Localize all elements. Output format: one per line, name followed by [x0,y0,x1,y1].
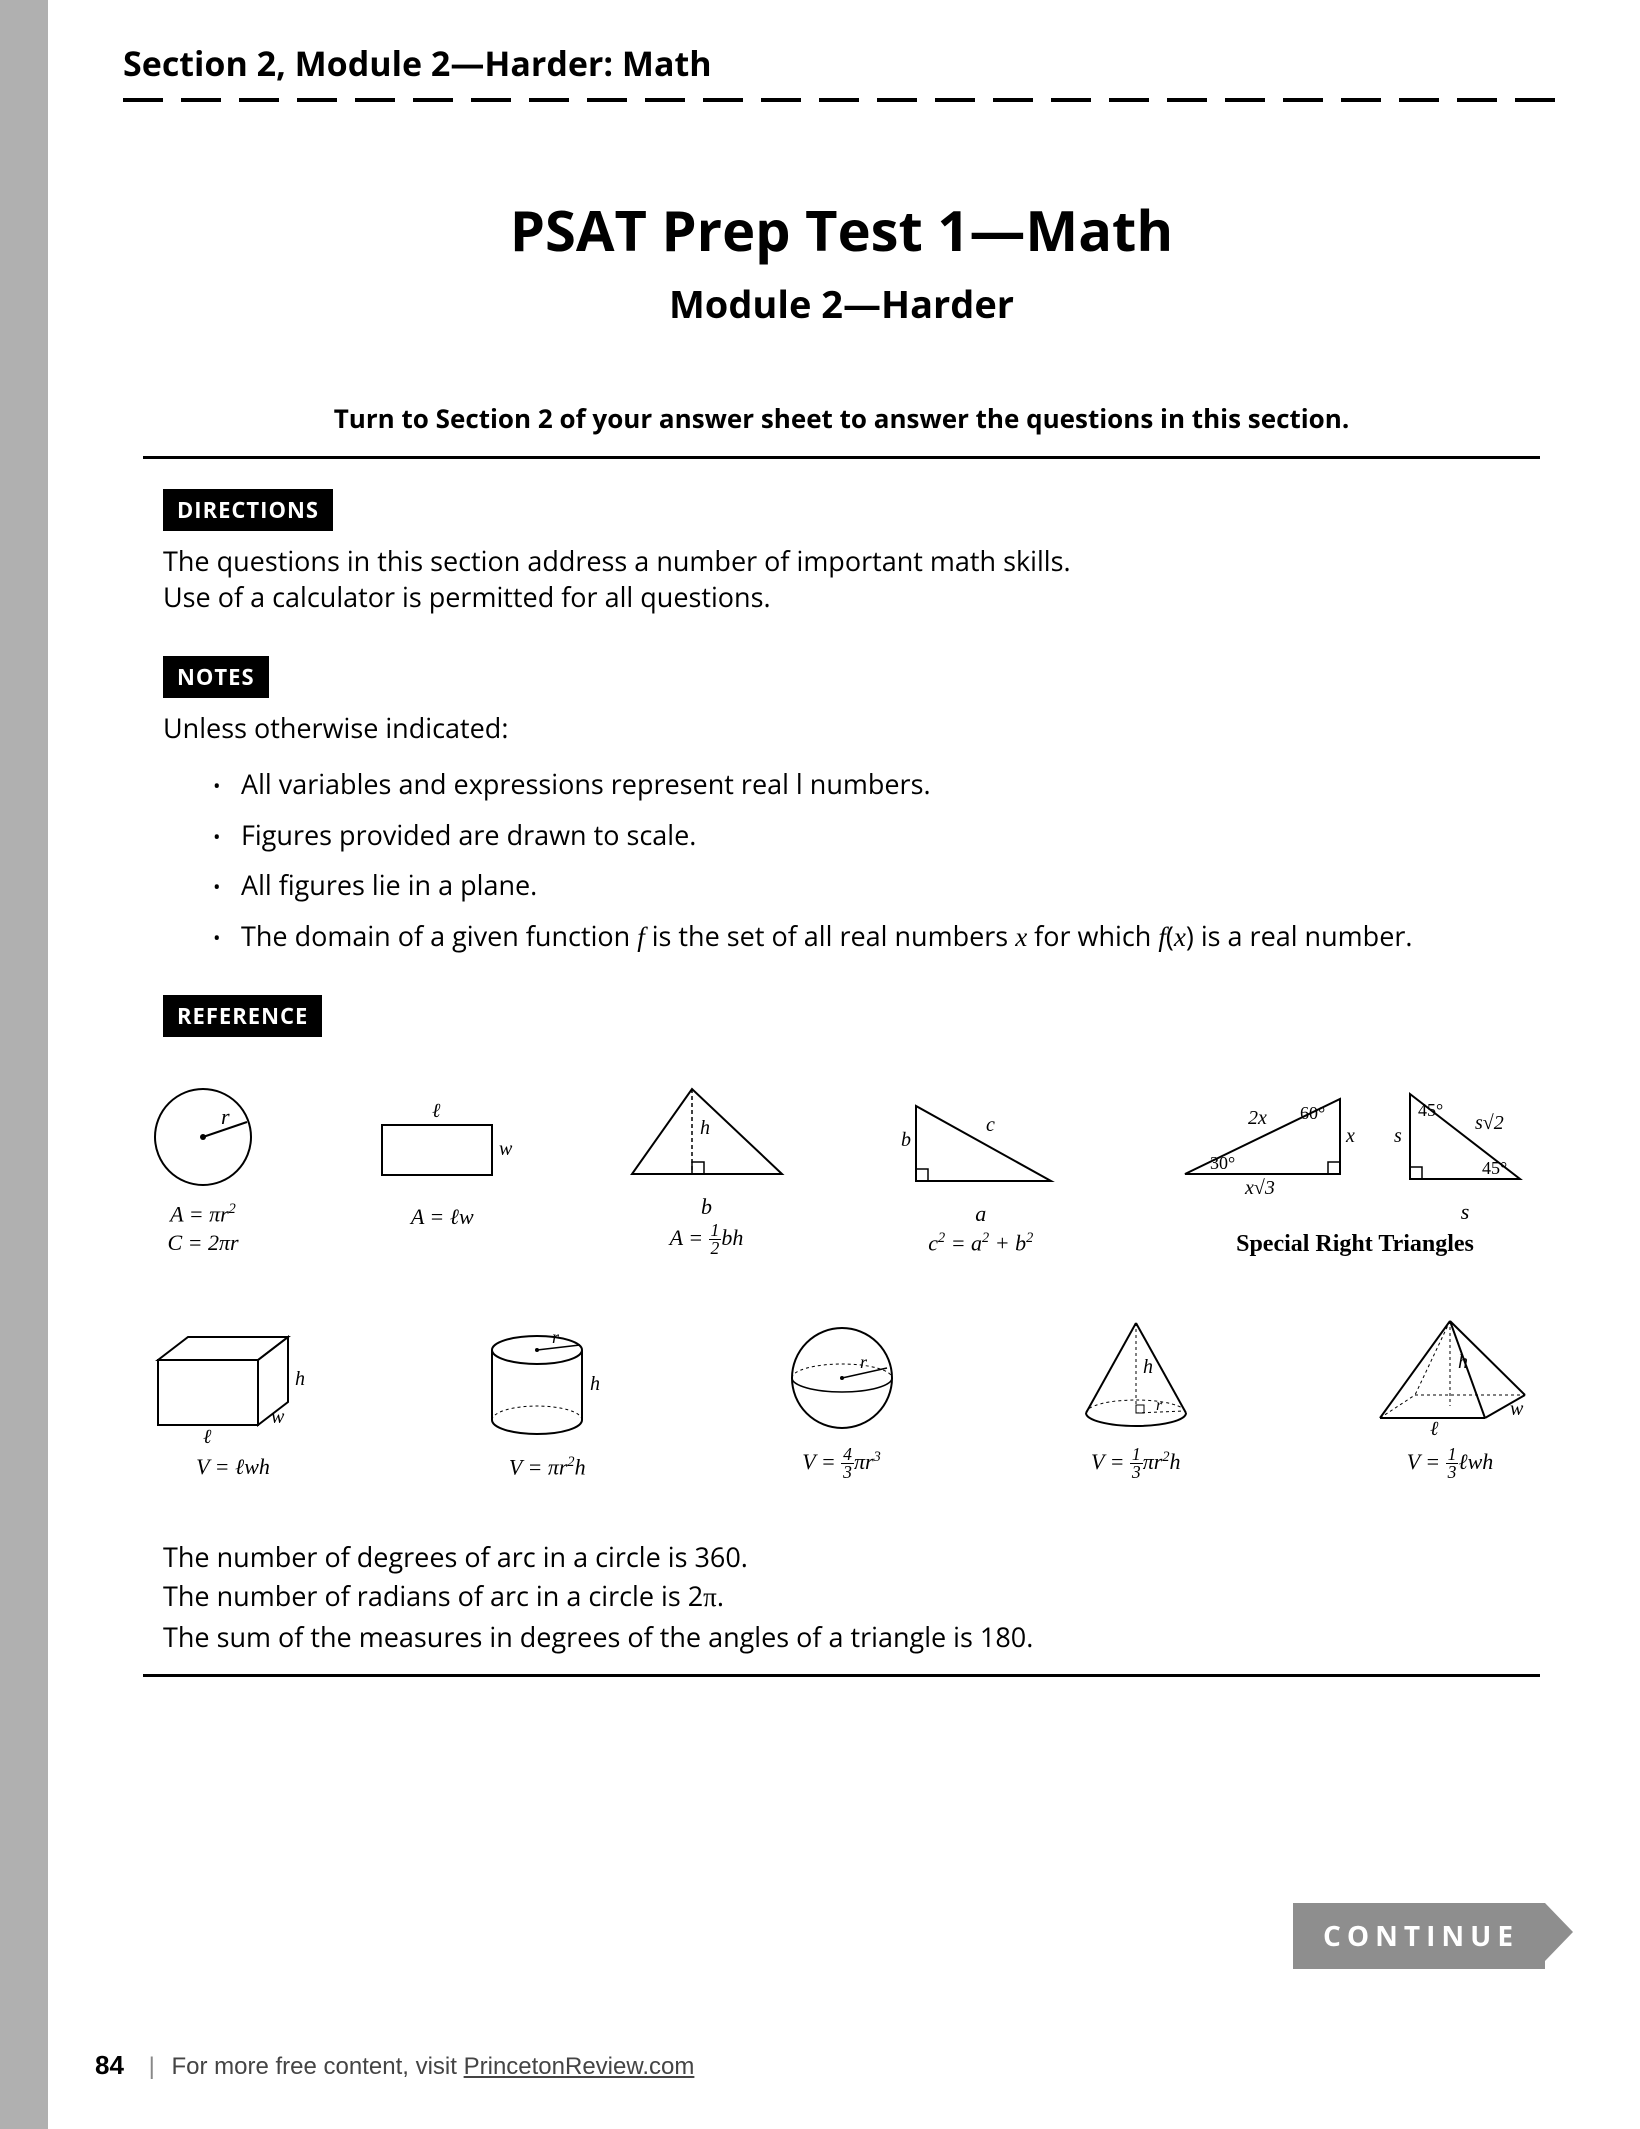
notes-list: All variables and expressions represent … [163,766,1520,955]
triangle-30-60-90: 2x x x√3 30° 60° [1170,1084,1360,1194]
ref-right-triangle: b c a c2 = a2 + b2 [896,1086,1066,1258]
notes-block: NOTES Unless otherwise indicated: All va… [163,656,1520,955]
ref-cone: h r V = 13πr2h [1061,1313,1211,1482]
pyr-volume: V = 13ℓwh [1360,1446,1540,1482]
svg-text:h: h [295,1368,305,1390]
cyl-volume: V = πr2h [472,1453,622,1482]
closing-line-1: The number of degrees of arc in a circle… [163,1537,1520,1576]
instruction-text: Turn to Section 2 of your answer sheet t… [123,400,1560,436]
svg-text:x√3: x√3 [1244,1177,1275,1194]
right-a-label: a [896,1200,1066,1229]
svg-text:45°: 45° [1418,1100,1443,1120]
ref-circle: r A = πr2 C = 2πr [143,1082,263,1258]
svg-text:h: h [1143,1356,1153,1378]
page-subtitle: Module 2—Harder [123,278,1560,330]
svg-text:h: h [1458,1351,1468,1373]
closing-facts: The number of degrees of arc in a circle… [163,1537,1520,1656]
notes-intro: Unless otherwise indicated: [163,710,1520,746]
rule-bottom [143,1674,1540,1677]
svg-text:ℓ: ℓ [203,1426,212,1445]
ref-cylinder: r h V = πr2h [472,1325,622,1482]
sphere-volume: V = 43πr3 [772,1446,912,1482]
svg-text:x: x [1345,1125,1355,1147]
directions-label: DIRECTIONS [163,489,333,531]
svg-text:60°: 60° [1300,1103,1325,1123]
svg-text:c: c [986,1114,995,1136]
svg-text:w: w [499,1138,513,1160]
notes-item: Figures provided are drawn to scale. [213,817,1520,853]
circle-circ: C = 2πr [143,1229,263,1258]
circle-area: A = πr2 [143,1200,263,1229]
notes-item: All variables and expressions represent … [213,766,1520,802]
footer-separator: | [149,2053,155,2080]
page-title: PSAT Prep Test 1—Math [123,192,1560,268]
reference-block: REFERENCE [163,995,1520,1049]
cone-volume: V = 13πr2h [1061,1446,1211,1482]
ref-sphere: r V = 43πr3 [772,1318,912,1482]
svg-text:r: r [860,1352,868,1372]
box-volume: V = ℓwh [143,1453,323,1482]
svg-text:b: b [901,1129,911,1151]
ref-triangle: h b A = 12bh [622,1079,792,1258]
ref-rectangle: ℓ w A = ℓw [367,1095,517,1258]
svg-text:s√2: s√2 [1475,1112,1504,1134]
svg-text:ℓ: ℓ [432,1100,441,1122]
svg-text:h: h [700,1117,710,1139]
ref-special-triangles: 2x x x√3 30° 60° s s√2 45° 45° [1170,1084,1540,1258]
svg-text:s: s [1394,1125,1402,1147]
svg-text:r: r [1156,1397,1163,1414]
triangle-area: A = 12bh [622,1222,792,1258]
ref-box: h w ℓ V = ℓwh [143,1325,323,1482]
directions-block: DIRECTIONS The questions in this section… [163,489,1520,616]
rect-area: A = ℓw [367,1203,517,1232]
closing-line-2: The number of radians of arc in a circle… [163,1576,1520,1617]
page-number: 84 [95,2050,124,2080]
svg-text:2x: 2x [1248,1107,1267,1129]
reference-row-1: r A = πr2 C = 2πr ℓ w A = ℓw h b A = [143,1079,1540,1258]
circle-r-label: r [221,1104,230,1129]
triangle-b-label: b [622,1193,792,1222]
closing-line-3: The sum of the measures in degrees of th… [163,1617,1520,1656]
ref-pyramid: h w ℓ V = 13ℓwh [1360,1313,1540,1482]
pythag: c2 = a2 + b2 [896,1229,1066,1258]
notes-label: NOTES [163,656,269,698]
svg-text:45°: 45° [1482,1158,1507,1178]
rule-top [143,456,1540,459]
svg-text:ℓ: ℓ [1430,1418,1439,1438]
special-label: Special Right Triangles [1170,1231,1540,1258]
svg-text:w: w [1510,1398,1524,1420]
left-margin-bar [0,0,48,2129]
section-header: Section 2, Module 2—Harder: Math [123,40,1560,86]
svg-text:h: h [590,1373,600,1395]
triangle-45-45-90: s s√2 45° 45° [1390,1084,1540,1194]
svg-text:w: w [271,1406,285,1428]
notes-item: All figures lie in a plane. [213,867,1520,903]
footer-link[interactable]: PrincetonReview.com [464,2053,695,2080]
reference-row-2: h w ℓ V = ℓwh r h V = πr2h [143,1313,1540,1482]
footer-text: For more free content, visit [172,2053,464,2080]
directions-text-1: The questions in this section address a … [163,543,1520,579]
svg-text:r: r [552,1327,560,1347]
page-content: Section 2, Module 2—Harder: Math PSAT Pr… [48,0,1640,2129]
directions-text-2: Use of a calculator is permitted for all… [163,579,1520,615]
continue-label: CONTINUE [1323,1917,1519,1955]
reference-label: REFERENCE [163,995,322,1037]
page-footer: 84 | For more free content, visit Prince… [95,2050,694,2081]
dashed-divider [123,98,1560,102]
svg-text:30°: 30° [1210,1153,1235,1173]
continue-button[interactable]: CONTINUE [1293,1903,1545,1969]
notes-item: The domain of a given function f is the … [213,918,1520,955]
